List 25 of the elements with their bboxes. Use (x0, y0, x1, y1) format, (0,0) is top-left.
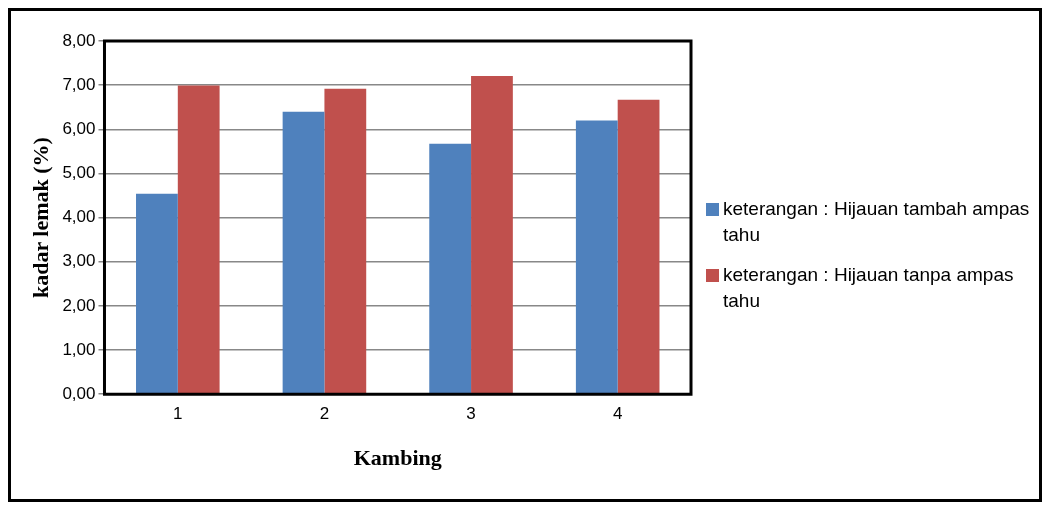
legend-label: keterangan : Hijauan tambah ampas tahu (723, 197, 1031, 247)
y-tick-label: 0,00 (62, 383, 96, 403)
bar (575, 120, 618, 394)
y-tick-label: 6,00 (62, 118, 96, 138)
bar (429, 143, 472, 394)
bar (282, 111, 325, 394)
x-tick-label: 1 (173, 404, 183, 424)
y-tick-label: 5,00 (62, 163, 96, 183)
x-tick-label: 2 (319, 404, 330, 424)
bar (136, 193, 178, 394)
y-tick-label: 1,00 (62, 339, 96, 359)
x-tick-label: 4 (612, 404, 623, 424)
y-tick-label: 4,00 (62, 207, 96, 227)
y-tick-label: 8,00 (62, 30, 96, 50)
x-tick-label: 3 (466, 404, 476, 424)
bar (324, 88, 367, 394)
bar (617, 99, 660, 394)
bar (471, 75, 513, 394)
bar (177, 85, 220, 394)
y-axis-title: kadar lemak (%) (27, 137, 53, 299)
legend-label: keterangan : Hijauan tanpa ampas tahu (723, 263, 1015, 313)
x-axis-title: Kambing (353, 445, 442, 471)
y-tick-label: 2,00 (62, 295, 96, 315)
y-tick-label: 7,00 (62, 74, 96, 94)
y-tick-label: 3,00 (62, 251, 96, 271)
